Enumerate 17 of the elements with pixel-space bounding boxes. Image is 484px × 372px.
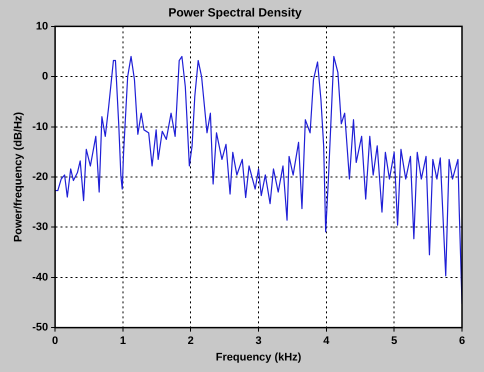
y-tick-label: 0 [42, 70, 48, 83]
x-tick-label: 6 [458, 335, 466, 348]
y-tick-label: 10 [36, 20, 48, 32]
y-tick-label: -30 [32, 221, 48, 234]
y-tick-label: -40 [32, 271, 48, 284]
x-axis-title: Frequency (kHz) [216, 351, 302, 364]
y-tick-label: -20 [32, 171, 48, 184]
x-tick-label: 0 [52, 335, 58, 348]
y-axis-title: Power/frequency (dB/Hz) [12, 112, 25, 242]
y-tick-label: -10 [32, 120, 48, 133]
chart-title: Power Spectral Density [168, 6, 302, 20]
x-tick-label: 4 [323, 335, 330, 348]
x-tick-label: 3 [255, 335, 262, 348]
x-tick-label: 1 [120, 335, 126, 348]
x-tick-label: 5 [391, 335, 398, 348]
y-tick-label: -50 [32, 322, 48, 334]
x-tick-label: 2 [188, 335, 194, 348]
